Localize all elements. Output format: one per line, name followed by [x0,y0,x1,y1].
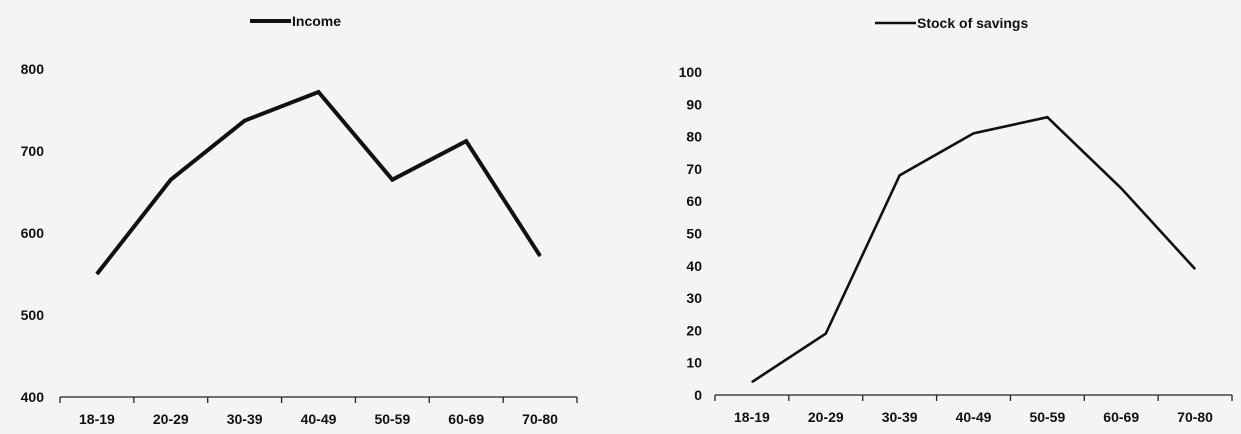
y-tick-label: 40 [686,258,702,274]
data-point [539,255,541,257]
legend-label: Stock of savings [917,15,1028,31]
data-point [973,132,974,134]
x-tick-label: 40-49 [956,409,992,425]
data-point [318,91,319,93]
data-point [751,381,753,383]
savings-chart: Stock of savings 0 10 20 30 40 50 60 70 80 90 100 18… [679,15,1233,425]
y-tick-label: 30 [686,290,702,306]
y-tick-label: 500 [21,307,45,323]
y-tick-label: 600 [21,225,45,241]
y-tick-label: 0 [694,387,702,403]
legend-label: Income [292,13,341,29]
income-chart: Income 400 500 600 700 800 18-19 20-29 30-39 40-4… [21,13,578,427]
y-tick-label: 60 [686,193,702,209]
data-point [170,179,172,181]
x-tick-label: 20-29 [808,409,844,425]
y-tick-label: 80 [686,129,702,145]
x-tick-label: 18-19 [79,411,115,427]
series-line [751,115,1197,384]
y-tick-label: 20 [686,322,702,338]
data-point [1046,116,1048,118]
data-point [96,273,98,275]
data-point [899,174,901,176]
y-tick-label: 100 [679,64,703,80]
x-tick-label: 70-80 [1177,409,1213,425]
y-tick-label: 50 [686,226,702,242]
x-tick-label: 20-29 [153,411,189,427]
x-tick-label: 40-49 [301,411,337,427]
data-point [1120,187,1122,189]
series-line [95,89,542,276]
y-tick-label: 10 [686,355,702,371]
x-tick-label: 30-39 [882,409,918,425]
y-tick-label: 700 [21,143,45,159]
data-point [465,140,467,142]
x-tick-label: 30-39 [227,411,263,427]
data-point [825,333,827,335]
x-tick-label: 60-69 [448,411,484,427]
x-tick-label: 18-19 [734,409,770,425]
data-point [1194,268,1196,270]
x-tick-label: 60-69 [1103,409,1139,425]
y-tick-label: 70 [686,161,702,177]
x-tick-label: 70-80 [522,411,558,427]
x-tick-label: 50-59 [1029,409,1065,425]
data-point [391,179,393,181]
x-tick-label: 50-59 [374,411,410,427]
data-point [244,120,246,122]
y-tick-label: 400 [21,389,45,405]
y-tick-label: 90 [686,96,702,112]
y-tick-label: 800 [21,61,45,77]
